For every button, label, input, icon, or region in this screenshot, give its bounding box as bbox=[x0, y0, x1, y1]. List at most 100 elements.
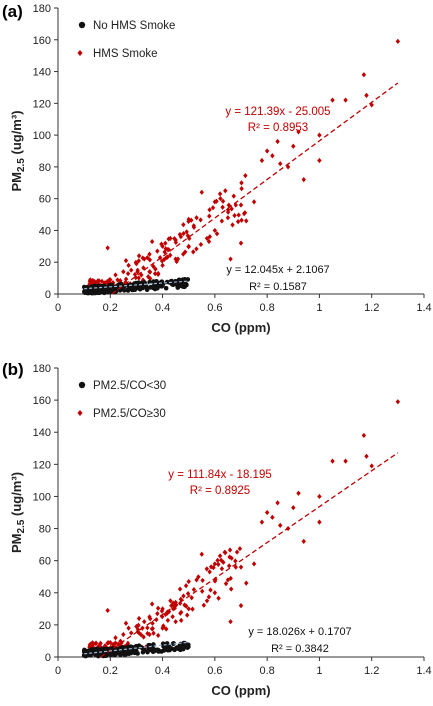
trend-r2-black: R² = 0.3842 bbox=[271, 643, 329, 655]
data-point-red bbox=[275, 138, 280, 145]
y-tick-label: 100 bbox=[33, 130, 51, 142]
data-point-red bbox=[153, 266, 158, 272]
data-point-red bbox=[129, 630, 134, 636]
data-point-red bbox=[148, 616, 153, 622]
x-tick-label: 1 bbox=[316, 665, 322, 677]
x-axis-title: CO (ppm) bbox=[211, 320, 270, 335]
data-point-red bbox=[115, 277, 120, 283]
x-tick-label: 0.4 bbox=[155, 302, 170, 314]
data-point-red bbox=[239, 180, 244, 186]
data-point-red bbox=[165, 254, 170, 260]
data-point-red bbox=[369, 463, 374, 469]
data-point-red bbox=[121, 269, 126, 275]
data-point-red bbox=[92, 278, 97, 285]
data-point-red bbox=[167, 252, 173, 258]
legend-marker-red bbox=[77, 410, 83, 416]
data-point-red bbox=[160, 614, 165, 620]
data-point-red bbox=[264, 148, 270, 154]
data-point-red bbox=[123, 258, 129, 264]
data-point-red bbox=[237, 546, 243, 552]
data-point-red bbox=[105, 607, 110, 614]
x-tick-label: 1 bbox=[316, 302, 322, 314]
trend-r2-black: R² = 0.1587 bbox=[249, 281, 307, 293]
y-axis-title: PM2.5 (ug/m³) bbox=[9, 110, 27, 191]
data-point-black bbox=[99, 648, 105, 654]
data-point-red bbox=[238, 202, 244, 208]
data-point-red bbox=[181, 222, 186, 228]
legend-label-black: No HMS Smoke bbox=[93, 20, 175, 32]
data-point-red bbox=[208, 587, 213, 593]
data-point-red bbox=[191, 223, 196, 229]
data-point-red bbox=[206, 594, 212, 600]
data-point-red bbox=[198, 241, 204, 248]
data-point-red bbox=[239, 217, 244, 223]
data-point-red bbox=[147, 269, 153, 275]
data-point-red bbox=[99, 278, 105, 284]
data-point-red bbox=[227, 547, 233, 553]
data-point-red bbox=[259, 157, 265, 164]
y-axis-title: PM2.5 (ug/m³) bbox=[9, 472, 27, 553]
data-point-red bbox=[179, 617, 184, 623]
data-point-black bbox=[175, 285, 181, 290]
x-tick-label: 1.2 bbox=[364, 665, 379, 677]
data-point-black bbox=[152, 286, 158, 292]
data-point-red bbox=[155, 271, 161, 277]
data-point-red bbox=[241, 210, 247, 217]
data-point-red bbox=[121, 631, 126, 638]
data-point-black bbox=[125, 649, 131, 655]
data-point-red bbox=[204, 235, 210, 241]
data-point-red bbox=[145, 255, 150, 261]
data-point-red bbox=[138, 632, 144, 638]
data-point-red bbox=[135, 269, 140, 275]
data-point-red bbox=[155, 248, 160, 254]
data-point-red bbox=[225, 207, 231, 213]
data-point-red bbox=[186, 578, 191, 585]
data-point-red bbox=[173, 256, 178, 262]
data-point-red bbox=[219, 218, 225, 224]
data-point-red bbox=[190, 606, 195, 612]
data-point-red bbox=[177, 586, 183, 592]
data-point-red bbox=[198, 217, 203, 223]
trend-r2-red: R² = 0.8953 bbox=[248, 122, 308, 134]
data-point-red bbox=[235, 219, 241, 225]
y-tick-label: 120 bbox=[33, 98, 51, 110]
data-point-black bbox=[92, 283, 98, 289]
data-point-black bbox=[105, 289, 111, 294]
data-point-red bbox=[206, 238, 212, 245]
data-point-red bbox=[230, 222, 235, 228]
data-point-red bbox=[141, 634, 146, 640]
legend-label-black: PM2.5/CO<30 bbox=[93, 380, 166, 392]
data-point-black bbox=[86, 648, 91, 654]
data-point-red bbox=[145, 625, 150, 631]
data-point-red bbox=[152, 271, 158, 277]
data-point-red bbox=[139, 272, 144, 278]
data-point-red bbox=[231, 193, 236, 199]
data-point-red bbox=[96, 643, 101, 649]
legend-label-red: HMS Smoke bbox=[93, 48, 158, 60]
x-tick-label: 0.6 bbox=[207, 302, 222, 314]
data-point-red bbox=[228, 619, 233, 625]
data-point-red bbox=[212, 227, 218, 234]
data-point-red bbox=[140, 255, 145, 261]
data-point-red bbox=[234, 549, 240, 555]
data-point-red bbox=[147, 251, 152, 257]
trendline-black bbox=[84, 641, 189, 655]
y-tick-label: 0 bbox=[45, 652, 51, 664]
data-point-red bbox=[107, 277, 112, 283]
data-point-black bbox=[180, 277, 186, 282]
data-point-red bbox=[238, 564, 244, 570]
data-point-black bbox=[117, 649, 123, 654]
data-point-red bbox=[239, 186, 244, 192]
data-point-red bbox=[160, 606, 165, 612]
y-tick-label: 20 bbox=[39, 257, 51, 269]
data-point-red bbox=[199, 551, 204, 557]
data-point-black bbox=[89, 647, 95, 652]
data-point-red bbox=[95, 278, 101, 284]
data-point-red bbox=[212, 561, 218, 567]
data-point-red bbox=[270, 153, 275, 159]
data-point-black bbox=[164, 647, 170, 653]
data-point-red bbox=[168, 598, 173, 604]
data-point-red bbox=[217, 191, 223, 197]
y-tick-label: 40 bbox=[39, 225, 51, 237]
x-tick-label: 1.4 bbox=[416, 302, 431, 314]
